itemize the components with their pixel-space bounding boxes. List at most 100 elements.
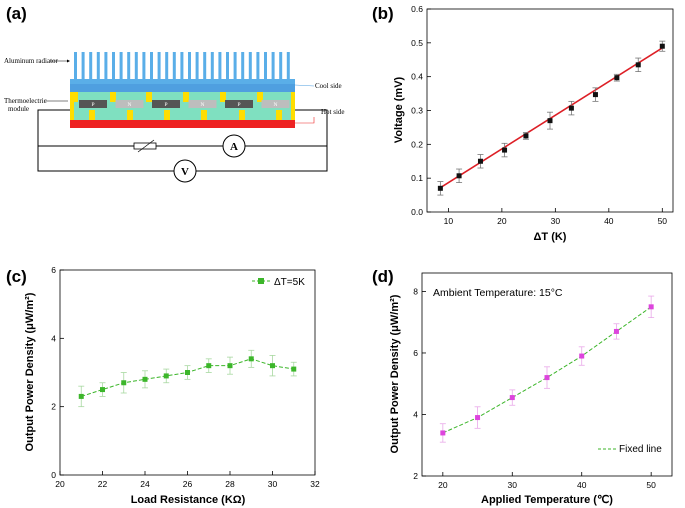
voltmeter xyxy=(173,159,197,183)
chart-d-xtick-label: 40 xyxy=(577,480,587,490)
radiator-fin xyxy=(165,52,169,79)
radiator-fin xyxy=(226,52,229,79)
radiator-fin xyxy=(104,52,108,79)
chart-d-xtick-label: 20 xyxy=(438,480,448,490)
cool-plate xyxy=(70,84,295,92)
chart-c-point xyxy=(100,387,105,393)
p-leg xyxy=(225,100,253,108)
chart-b-xtick-label: 10 xyxy=(444,216,454,226)
chart-c-xtick-label: 32 xyxy=(310,479,320,489)
chart-d-point xyxy=(579,353,585,359)
radiator-fin xyxy=(286,52,290,79)
chart-c-xlabel: Load Resistance (KΩ) xyxy=(131,494,246,506)
chart-b-point xyxy=(635,62,641,68)
chart-b-ytick-label: 0.1 xyxy=(411,173,423,183)
chart-c-point xyxy=(270,363,275,369)
chart-c-xtick-label: 28 xyxy=(225,479,235,489)
chart-c-point xyxy=(185,370,190,375)
chart-d-ytick-label: 6 xyxy=(413,348,418,358)
chart-c-point xyxy=(291,366,297,372)
rheostat xyxy=(133,142,157,150)
n-leg xyxy=(188,100,217,108)
chart-c-point xyxy=(142,376,148,382)
chart-b-xtick-label: 50 xyxy=(658,216,668,226)
chart-c-ylabel: Output Power Density (μW/m²) xyxy=(24,292,36,451)
chart-d-xtick-label: 30 xyxy=(508,480,518,490)
chart-c-xtick-label: 22 xyxy=(98,479,108,489)
chart-b-frame xyxy=(426,8,674,213)
chart-b-xtick-label: 40 xyxy=(604,216,614,226)
radiator-fin xyxy=(264,52,267,79)
voltmeter-wire-right xyxy=(196,146,328,172)
radiator-fin xyxy=(256,52,260,79)
radiator-fin xyxy=(188,52,191,79)
cool-side-label: Cool side xyxy=(315,82,342,90)
chart-b-ytick-label: 0.6 xyxy=(411,4,423,14)
chart-b-point xyxy=(592,92,598,98)
chart-b-ytick-label: 0.2 xyxy=(411,139,423,149)
hot-side-label: Hot side xyxy=(321,108,345,116)
radiator-fin xyxy=(134,52,138,79)
n-leg-label: N xyxy=(274,102,278,108)
chart-c-xtick-label: 24 xyxy=(140,479,150,489)
radiator-pointer-head xyxy=(67,59,70,63)
p-leg-label: P xyxy=(91,102,94,108)
module-label-line2: module xyxy=(8,105,29,113)
chart-d-point xyxy=(440,430,446,436)
connector-top xyxy=(110,92,116,102)
chart-b-point xyxy=(502,147,508,153)
chart-d-xlabel: Applied Temperature (℃) xyxy=(481,494,613,506)
chart-d-point xyxy=(475,415,481,421)
chart-d-xtick-label: 50 xyxy=(646,480,656,490)
voltmeter-wire-left xyxy=(37,146,174,172)
radiator-fin xyxy=(172,52,176,79)
n-leg-label: N xyxy=(201,102,205,108)
hot-plate xyxy=(70,120,295,128)
chart-b-xtick-label: 20 xyxy=(497,216,507,226)
edge-connector-left xyxy=(70,92,74,120)
connector-top xyxy=(72,92,78,102)
radiator-fin xyxy=(119,52,123,79)
connector-top xyxy=(146,92,152,102)
radiator-fin xyxy=(271,52,275,79)
radiator-fin xyxy=(241,52,245,79)
radiator-fin xyxy=(157,52,161,79)
chart-c-point xyxy=(248,356,254,362)
connector-top xyxy=(183,92,189,102)
connector-bottom xyxy=(164,110,170,120)
chart-c-point xyxy=(206,363,212,369)
chart-b-point xyxy=(456,173,462,179)
chart-b-point xyxy=(523,133,529,139)
connector-bottom xyxy=(89,110,95,120)
panel-label-d: (d) xyxy=(372,267,394,286)
chart-b-ytick-label: 0.0 xyxy=(411,207,423,217)
radiator-fin xyxy=(142,52,146,79)
radiator-fin xyxy=(112,52,115,79)
radiator-fin xyxy=(74,52,77,79)
edge-connector-right xyxy=(291,92,295,120)
module-label-line1: Thermoelectric xyxy=(4,97,47,105)
radiator-fin xyxy=(233,52,237,79)
chart-d-ytick-label: 8 xyxy=(413,286,418,296)
chart-b-ylabel: Voltage (mV) xyxy=(393,76,405,143)
rheostat-arrow xyxy=(137,139,155,153)
chart-b-point xyxy=(477,158,483,164)
chart-c-xtick-label: 26 xyxy=(183,479,193,489)
chart-d-points xyxy=(439,295,655,443)
chart-c-ytick-label: 0 xyxy=(51,470,56,480)
panel-label-b: (b) xyxy=(372,4,394,23)
chart-d-point xyxy=(648,304,654,310)
n-leg-label: N xyxy=(128,102,132,108)
radiator-fins xyxy=(74,52,290,79)
chart-b-ytick-label: 0.4 xyxy=(411,72,423,82)
chart-c-legend-marker xyxy=(258,278,264,284)
chart-b-ytick-label: 0.3 xyxy=(411,106,423,116)
radiator-base xyxy=(70,79,295,84)
chart-b-fit-line xyxy=(439,47,663,189)
connector-bottom xyxy=(201,110,207,120)
connector-top xyxy=(220,92,226,102)
ammeter-label: A xyxy=(230,141,238,153)
chart-b-point xyxy=(547,118,553,124)
